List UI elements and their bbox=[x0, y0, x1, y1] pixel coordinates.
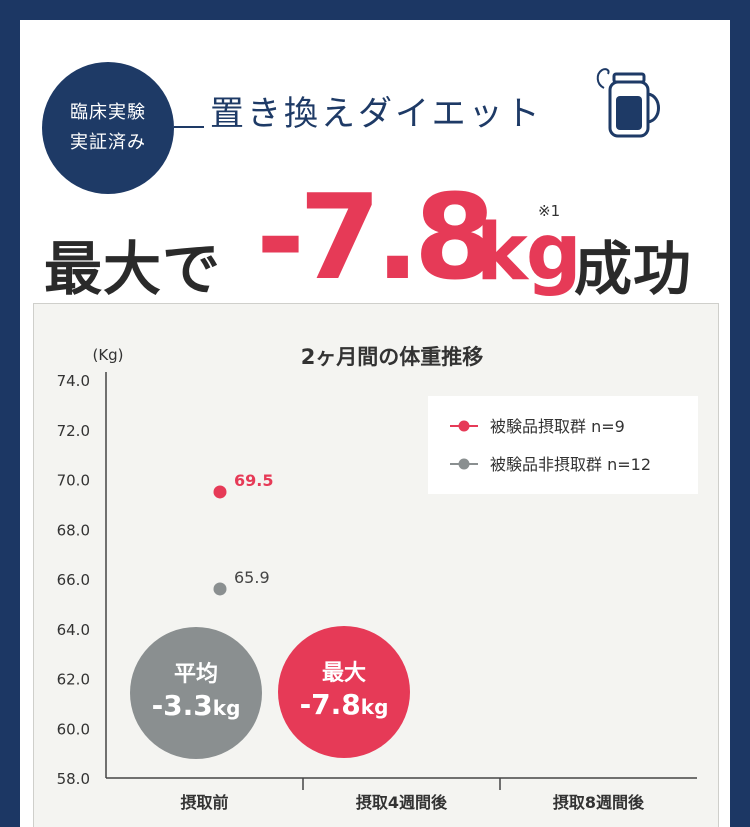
y-tick-label: 70.0 bbox=[57, 472, 90, 490]
data-points: 69.5 65.9 bbox=[213, 471, 273, 596]
max-unit: kg bbox=[360, 695, 389, 719]
y-axis-ticks: 74.0 72.0 70.0 68.0 66.0 64.0 62.0 60.0 58.0 bbox=[57, 372, 90, 788]
legend-entry: 被験品非摂取群 n=12 bbox=[490, 455, 651, 474]
y-tick-label: 62.0 bbox=[57, 671, 90, 689]
chart-title: 2ヶ月間の体重推移 bbox=[301, 345, 484, 369]
x-axis: 摂取前 摂取4週間後 摂取8週間後 bbox=[105, 372, 697, 812]
y-axis-label: (Kg) bbox=[92, 346, 123, 364]
y-tick-label: 72.0 bbox=[57, 422, 90, 440]
max-number: -7.8 bbox=[299, 688, 361, 721]
y-tick-label: 66.0 bbox=[57, 571, 90, 589]
badge-connector bbox=[174, 126, 204, 128]
badge-line-2: 実証済み bbox=[70, 132, 146, 153]
headline-footnote: ※1 bbox=[538, 202, 561, 220]
legend-box bbox=[428, 396, 698, 494]
clinical-badge: 臨床実験 実証済み bbox=[42, 62, 174, 194]
headline: 最大で -7.8 kg ※1 成功 bbox=[44, 168, 724, 306]
average-callout: 平均 -3.3kg bbox=[130, 627, 262, 759]
y-tick-label: 68.0 bbox=[57, 521, 90, 539]
data-label: 69.5 bbox=[234, 471, 273, 490]
legend-marker bbox=[458, 458, 470, 470]
headline-prefix: 最大で bbox=[44, 235, 222, 303]
max-value: -7.8kg bbox=[300, 688, 389, 724]
x-tick-label: 摂取8週間後 bbox=[553, 793, 645, 812]
badge-line-1: 臨床実験 bbox=[70, 102, 146, 123]
x-tick-label: 摂取前 bbox=[180, 793, 228, 812]
y-tick-label: 58.0 bbox=[57, 770, 90, 788]
drink-jar-icon bbox=[596, 68, 660, 138]
average-label: 平均 bbox=[173, 662, 218, 687]
average-unit: kg bbox=[212, 696, 241, 720]
x-tick-label: 摂取4週間後 bbox=[356, 793, 448, 812]
average-number: -3.3 bbox=[151, 689, 213, 722]
y-tick-label: 74.0 bbox=[57, 372, 90, 390]
data-point bbox=[213, 485, 227, 499]
headline-suffix: 成功 bbox=[574, 235, 693, 303]
legend: 被験品摂取群 n=9 被験品非摂取群 n=12 bbox=[428, 396, 698, 494]
average-value: -3.3kg bbox=[152, 689, 241, 725]
data-point bbox=[213, 582, 227, 596]
headline-unit: kg bbox=[476, 208, 582, 298]
y-tick-label: 60.0 bbox=[57, 720, 90, 738]
legend-entry: 被験品摂取群 n=9 bbox=[490, 417, 625, 436]
max-label: 最大 bbox=[321, 661, 366, 686]
y-tick-label: 64.0 bbox=[57, 621, 90, 639]
legend-marker bbox=[458, 420, 470, 432]
max-callout: 最大 -7.8kg bbox=[278, 626, 410, 758]
headline-number: -7.8 bbox=[256, 168, 496, 306]
subtitle: 置き換えダイエット bbox=[210, 94, 543, 134]
data-label: 65.9 bbox=[234, 568, 270, 587]
